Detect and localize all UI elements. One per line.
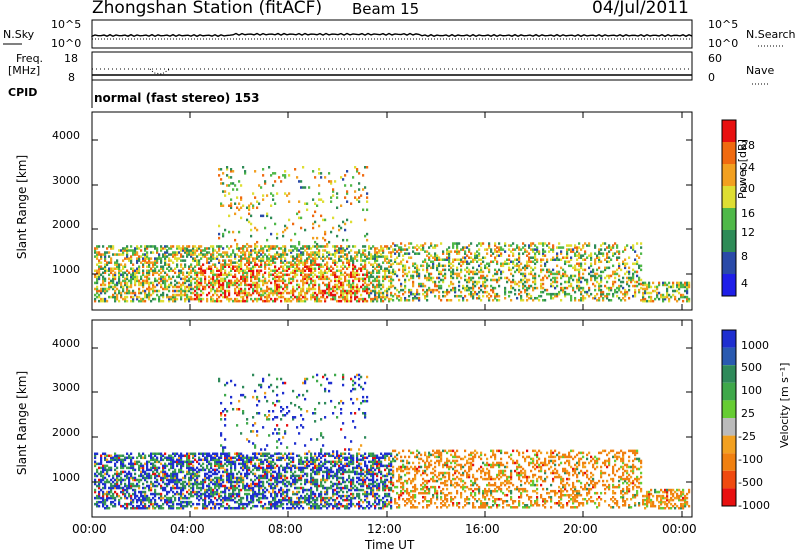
- nsky-line: [91, 32, 693, 38]
- power-ytick-1000: 1000: [52, 263, 80, 276]
- freq-tick-low: 8: [68, 71, 75, 84]
- velocity-cb-label: Velocity [m s⁻¹]: [778, 362, 791, 448]
- power-colorbar-swatch: [722, 230, 736, 252]
- power-colorbar-frame: [721, 119, 737, 297]
- xtick-0800: 08:00: [268, 522, 303, 536]
- velocity-colorbar-frame: [721, 329, 737, 507]
- velocity-cb-tick-minus100: -100: [738, 453, 763, 466]
- freq-dip: [149, 68, 171, 75]
- power-cb-label: Power [dB]: [736, 139, 749, 199]
- log-tick-high-left: 10^5: [51, 18, 82, 31]
- xtick-0000: 00:00: [72, 522, 107, 536]
- power-colorbar-swatch: [722, 252, 736, 274]
- xtick-0400: 04:00: [170, 522, 205, 536]
- velocity-colorbar-swatch: [722, 418, 736, 436]
- power-colorbar-swatch: [722, 142, 736, 164]
- station-title: Zhongshan Station (fitACF): [92, 0, 323, 18]
- velocity-cb-tick-500: 500: [741, 361, 762, 374]
- velocity-cb-tick-100: 100: [741, 384, 762, 397]
- velocity-colorbar-swatch: [722, 400, 736, 418]
- velocity-panel-frame: [91, 319, 693, 518]
- xtick-0000-end: 00:00: [662, 522, 697, 536]
- power-cb-tick-28: 28: [741, 139, 755, 152]
- power-ytick-2000: 2000: [52, 218, 80, 231]
- nsearch-label: N.Search: [746, 28, 796, 41]
- power-cb-tick-20: 20: [741, 182, 755, 195]
- nave-label: Nave: [746, 64, 775, 77]
- velocity-colorbar-swatch: [722, 365, 736, 383]
- freq-label: Freq.: [16, 52, 44, 65]
- power-colorbar: [721, 119, 737, 297]
- log-tick-low-right: 10^0: [708, 37, 739, 50]
- nsky-label: N.Sky: [3, 28, 35, 41]
- xaxis-label: Time UT: [365, 538, 415, 552]
- velocity-colorbar-swatch: [722, 330, 736, 348]
- power-ytick-4000: 4000: [52, 129, 80, 142]
- beam-label: Beam 15: [352, 0, 420, 18]
- power-cb-tick-24: 24: [741, 161, 755, 174]
- velocity-ytick-3000: 3000: [52, 381, 80, 394]
- power-colorbar-swatch: [722, 164, 736, 186]
- power-colorbar-swatch: [722, 208, 736, 230]
- velocity-colorbar-swatch: [722, 347, 736, 366]
- power-ytick-3000: 3000: [52, 174, 80, 187]
- velocity-heatmap: [94, 373, 691, 510]
- power-colorbar-swatch: [722, 274, 736, 296]
- power-colorbar-swatch: [722, 186, 736, 208]
- cpid-label: CPID: [8, 86, 38, 99]
- xtick-1200: 12:00: [367, 522, 402, 536]
- log-tick-high-right: 10^5: [708, 18, 739, 31]
- freq-tick-high: 18: [64, 52, 78, 65]
- power-heatmap: [94, 166, 691, 303]
- velocity-colorbar-swatch: [722, 488, 736, 506]
- velocity-colorbar-swatch: [722, 382, 736, 401]
- velocity-ytick-4000: 4000: [52, 337, 80, 350]
- velocity-ytick-1000: 1000: [52, 471, 80, 484]
- velocity-cb-tick-1000: 1000: [741, 339, 769, 352]
- nave-tick-high: 60: [708, 52, 722, 65]
- velocity-colorbar: [721, 329, 737, 507]
- nave-tick-low: 0: [708, 71, 715, 84]
- velocity-colorbar-swatch: [722, 470, 736, 489]
- freq-unit-label: [MHz]: [8, 64, 41, 77]
- power-panel-frame: [91, 111, 693, 311]
- power-cb-tick-8: 8: [741, 250, 748, 263]
- power-cb-tick-12: 12: [741, 226, 755, 239]
- xtick-2000: 20:00: [563, 522, 598, 536]
- velocity-colorbar-swatch: [722, 435, 736, 454]
- freq-panel-frame: [91, 51, 693, 81]
- cpid-text: normal (fast stereo) 153: [94, 91, 260, 105]
- velocity-ytick-2000: 2000: [52, 426, 80, 439]
- power-cb-tick-4: 4: [741, 277, 748, 290]
- power-ylabel: Slant Range [km]: [15, 154, 30, 260]
- nsky-panel-frame: [91, 19, 693, 49]
- velocity-cb-tick-minus25: -25: [738, 430, 756, 443]
- log-tick-low-left: 10^0: [51, 37, 82, 50]
- date-label: 04/Jul/2011: [592, 0, 689, 18]
- velocity-colorbar-swatch: [722, 453, 736, 471]
- velocity-cb-tick-minus1000: -1000: [738, 499, 770, 512]
- velocity-ylabel: Slant Range [km]: [15, 370, 30, 476]
- power-colorbar-swatch: [722, 120, 736, 142]
- velocity-cb-tick-25: 25: [741, 407, 755, 420]
- velocity-cb-tick-minus500: -500: [738, 476, 763, 489]
- power-cb-tick-16: 16: [741, 207, 755, 220]
- xtick-1600: 16:00: [465, 522, 500, 536]
